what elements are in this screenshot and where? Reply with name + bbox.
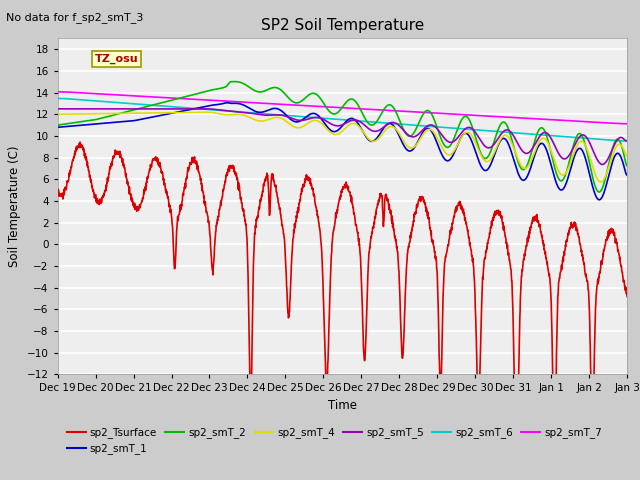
Title: SP2 Soil Temperature: SP2 Soil Temperature [260, 18, 424, 33]
X-axis label: Time: Time [328, 399, 357, 412]
Legend: sp2_Tsurface, sp2_smT_1, sp2_smT_2, sp2_smT_4, sp2_smT_5, sp2_smT_6, sp2_smT_7: sp2_Tsurface, sp2_smT_1, sp2_smT_2, sp2_… [63, 423, 606, 459]
Text: TZ_osu: TZ_osu [95, 53, 138, 64]
Y-axis label: Soil Temperature (C): Soil Temperature (C) [8, 145, 21, 267]
Text: No data for f_sp2_smT_3: No data for f_sp2_smT_3 [6, 12, 144, 23]
